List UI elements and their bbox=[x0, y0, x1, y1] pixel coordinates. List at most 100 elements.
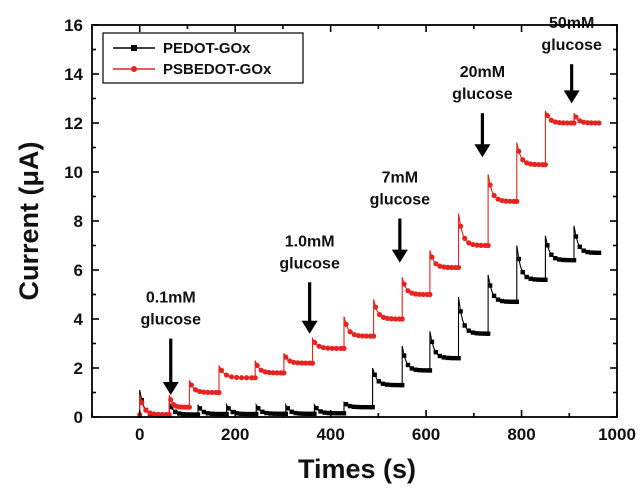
data-point bbox=[427, 291, 433, 298]
data-point bbox=[596, 120, 602, 126]
data-point bbox=[565, 257, 570, 263]
data-point bbox=[312, 411, 317, 417]
x-axis-title: Times (s) bbox=[298, 454, 416, 484]
data-point bbox=[532, 161, 538, 168]
data-point bbox=[253, 411, 259, 417]
data-point bbox=[470, 330, 476, 335]
data-point bbox=[217, 411, 222, 417]
data-point bbox=[433, 261, 439, 267]
annotation: 7mM glucose bbox=[370, 170, 430, 263]
data-point bbox=[445, 355, 450, 361]
data-point bbox=[318, 409, 323, 414]
data-point bbox=[511, 299, 517, 305]
data-point bbox=[584, 120, 591, 126]
data-point bbox=[478, 331, 484, 336]
x-tick-label: 0 bbox=[135, 425, 144, 444]
data-point bbox=[585, 249, 590, 255]
data-point bbox=[552, 119, 558, 125]
data-point bbox=[540, 277, 545, 282]
data-point bbox=[289, 409, 294, 414]
data-point bbox=[528, 276, 533, 281]
data-point bbox=[405, 362, 411, 368]
data-point bbox=[270, 370, 276, 376]
data-point bbox=[503, 299, 509, 304]
data-point bbox=[577, 244, 582, 250]
data-point bbox=[316, 343, 322, 349]
data-point bbox=[388, 316, 395, 322]
arrow-head bbox=[162, 381, 179, 395]
data-point bbox=[309, 411, 314, 417]
data-point bbox=[495, 297, 501, 302]
data-point bbox=[168, 397, 174, 403]
data-point bbox=[392, 382, 398, 388]
data-point bbox=[258, 367, 264, 373]
data-point bbox=[449, 355, 454, 361]
data-point bbox=[251, 411, 256, 417]
data-point bbox=[397, 382, 402, 388]
y-tick-label: 0 bbox=[74, 408, 83, 427]
legend-label: PSBEDOT-GOx bbox=[163, 61, 272, 78]
data-point bbox=[535, 161, 542, 168]
data-point bbox=[528, 161, 534, 167]
data-point bbox=[449, 264, 455, 271]
data-point bbox=[254, 362, 260, 369]
data-point bbox=[341, 345, 347, 351]
data-point bbox=[370, 333, 377, 339]
data-point bbox=[243, 375, 250, 381]
data-point bbox=[401, 281, 407, 287]
data-point bbox=[173, 409, 178, 415]
data-point bbox=[596, 250, 602, 256]
data-point bbox=[347, 329, 353, 335]
data-point bbox=[413, 291, 419, 297]
data-point bbox=[571, 258, 577, 263]
y-tick-label: 4 bbox=[74, 310, 84, 329]
data-point bbox=[466, 240, 472, 246]
data-point bbox=[384, 382, 390, 387]
data-point bbox=[218, 367, 225, 373]
data-point bbox=[151, 411, 157, 417]
data-point bbox=[392, 316, 399, 322]
data-point bbox=[359, 404, 365, 410]
data-point bbox=[363, 333, 370, 339]
arrow-head bbox=[391, 249, 408, 263]
data-point bbox=[499, 298, 505, 304]
data-point bbox=[453, 355, 458, 361]
data-point bbox=[334, 411, 340, 416]
data-point bbox=[457, 223, 464, 229]
x-tick-label: 1000 bbox=[598, 425, 636, 444]
x-tick-label: 400 bbox=[316, 425, 344, 444]
annotation-label: 50mM bbox=[549, 15, 594, 32]
data-point bbox=[413, 367, 418, 372]
data-point bbox=[329, 345, 335, 351]
data-point bbox=[320, 344, 327, 351]
data-point bbox=[405, 288, 411, 294]
data-point bbox=[192, 412, 198, 417]
annotation: 20mM glucose bbox=[452, 64, 513, 158]
data-point bbox=[380, 381, 386, 386]
data-point bbox=[487, 283, 493, 288]
data-point bbox=[589, 250, 594, 255]
data-point bbox=[181, 411, 186, 417]
data-point bbox=[343, 321, 349, 327]
data-point bbox=[209, 389, 215, 396]
data-point bbox=[216, 389, 222, 396]
data-point bbox=[287, 358, 293, 364]
data-point bbox=[409, 366, 415, 371]
data-point bbox=[474, 331, 480, 336]
legend: PEDOT-GOx PSBEDOT-GOx bbox=[102, 32, 304, 84]
data-point bbox=[363, 404, 369, 410]
annotation-label: 0.1mM bbox=[146, 290, 196, 307]
legend-box bbox=[102, 32, 304, 84]
data-point bbox=[256, 406, 261, 411]
data-point bbox=[485, 242, 491, 249]
annotation-label: glucose bbox=[141, 312, 202, 329]
data-point bbox=[437, 353, 443, 359]
data-point bbox=[355, 332, 361, 339]
data-point bbox=[561, 257, 566, 263]
series-PSBEDOT-GOx bbox=[137, 110, 602, 418]
data-point bbox=[359, 333, 366, 339]
data-point bbox=[516, 148, 522, 154]
annotation: 0.1mM glucose bbox=[141, 290, 202, 395]
data-point bbox=[573, 234, 579, 239]
